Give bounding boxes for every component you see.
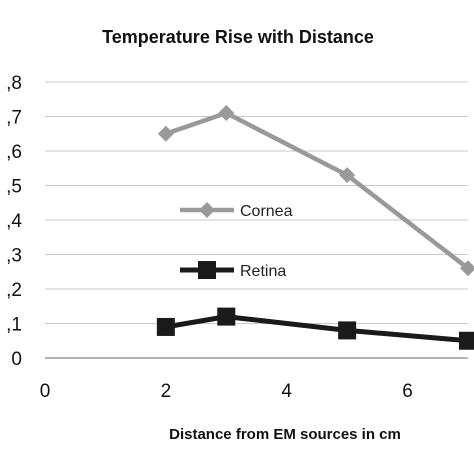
x-tick-label: 2 — [161, 381, 172, 402]
series-group — [156, 105, 474, 350]
legend-entry-retina: Retina — [180, 261, 286, 280]
y-tick-label: ,4 — [6, 211, 22, 232]
y-axis-ticks: 0 ,1 ,2 ,3 ,4 ,5 ,6 ,7 ,8 — [6, 73, 22, 370]
x-axis-label: Distance from EM sources in cm — [169, 426, 401, 443]
y-tick-label: ,2 — [6, 280, 22, 301]
y-tick-label: ,3 — [6, 246, 22, 267]
cornea-point — [339, 167, 356, 184]
retina-point — [459, 331, 474, 350]
gridlines — [45, 81, 468, 324]
legend-marker-retina — [198, 261, 216, 279]
y-tick-label: ,6 — [6, 142, 22, 163]
legend-label-cornea: Cornea — [240, 203, 293, 220]
retina-point — [217, 307, 236, 326]
legend-label-retina: Retina — [240, 263, 286, 280]
y-tick-label: ,5 — [6, 177, 22, 198]
series-cornea — [157, 105, 474, 277]
retina-point — [338, 321, 357, 340]
y-tick-label: 0 — [11, 349, 22, 370]
legend-entry-cornea: Cornea — [180, 202, 293, 220]
series-retina — [156, 307, 474, 350]
cornea-point — [460, 260, 474, 277]
y-tick-label: ,8 — [6, 73, 22, 94]
chart-title: Temperature Rise with Distance — [102, 27, 374, 47]
cornea-line — [165, 110, 470, 271]
y-tick-label: ,1 — [6, 315, 22, 336]
x-tick-label: 4 — [281, 381, 292, 402]
retina-line — [165, 314, 469, 344]
x-tick-label: 0 — [40, 381, 51, 402]
cornea-point — [218, 105, 235, 122]
y-tick-label: ,7 — [6, 108, 22, 129]
cornea-point — [157, 125, 174, 142]
legend-marker-cornea — [199, 202, 215, 218]
legend: Cornea Retina — [180, 202, 293, 280]
x-tick-label: 6 — [402, 381, 413, 402]
retina-point — [156, 317, 175, 336]
x-axis-ticks: 0 2 4 6 — [40, 381, 413, 402]
